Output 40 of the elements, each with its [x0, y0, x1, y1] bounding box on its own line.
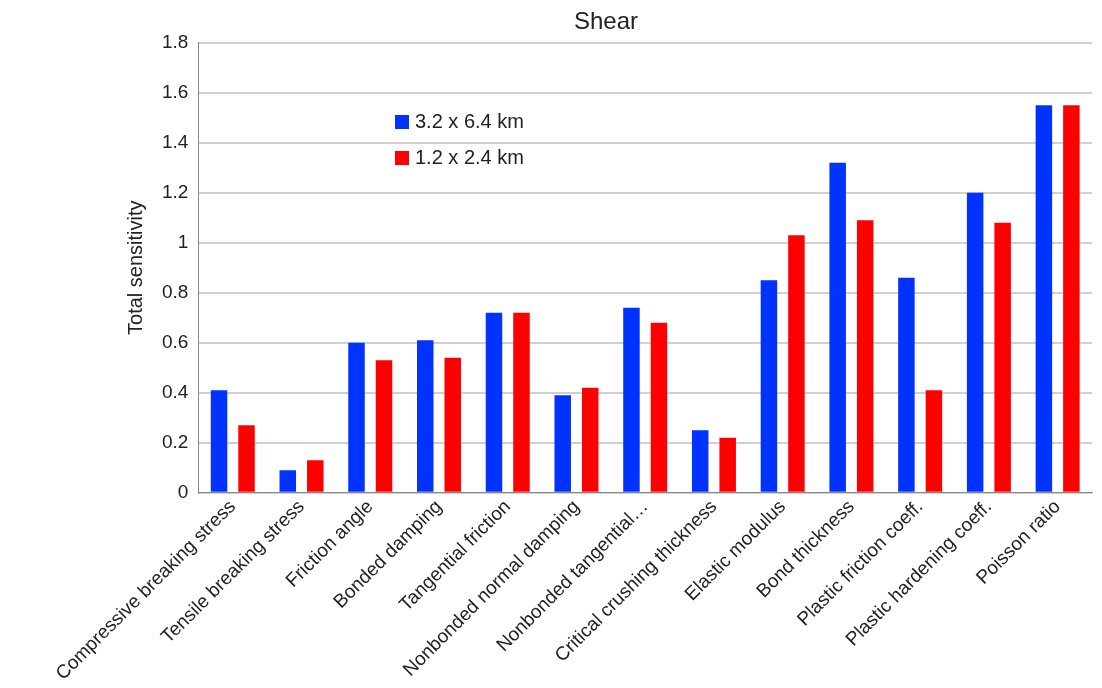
bar: [788, 235, 805, 492]
bar: [966, 192, 984, 492]
y-axis-title: Total sensitivity: [123, 200, 146, 335]
bar: [485, 312, 503, 492]
bar: [444, 357, 461, 492]
bar: [829, 162, 846, 492]
bar: [581, 387, 599, 492]
bar: [623, 307, 640, 492]
bar: [417, 340, 434, 492]
y-tick-label: 0.6: [161, 330, 189, 352]
bar: [348, 342, 365, 492]
chart-title: Shear: [573, 7, 639, 35]
bar: [856, 220, 874, 492]
bar: [279, 470, 297, 492]
y-tick-label: 1.6: [161, 81, 189, 103]
bar: [513, 312, 530, 492]
bar: [691, 430, 709, 492]
y-tick-label: 0.4: [161, 380, 189, 402]
bar: [898, 277, 915, 492]
bar: [554, 395, 571, 492]
y-tick-label: 1.2: [161, 180, 189, 202]
bar: [375, 360, 393, 492]
y-tick-label: 0.2: [161, 430, 189, 452]
bar: [760, 280, 778, 492]
y-tick-label: 0: [177, 480, 189, 502]
y-tick-label: 0.8: [161, 280, 189, 302]
bar: [1063, 105, 1080, 492]
y-tick-label: 1: [177, 230, 189, 252]
bar: [210, 390, 228, 492]
y-tick-label: 1.8: [161, 31, 189, 53]
bar: [307, 460, 324, 492]
bar: [1035, 105, 1053, 492]
bar: [925, 390, 943, 492]
legend-label: 3.2 x 6.4 km: [415, 109, 524, 132]
bar: [719, 437, 736, 492]
bar: [650, 322, 668, 492]
bar: [238, 425, 255, 492]
bar: [994, 222, 1011, 492]
legend-label: 1.2 x 2.4 km: [415, 145, 524, 168]
y-tick-label: 1.4: [161, 131, 189, 152]
